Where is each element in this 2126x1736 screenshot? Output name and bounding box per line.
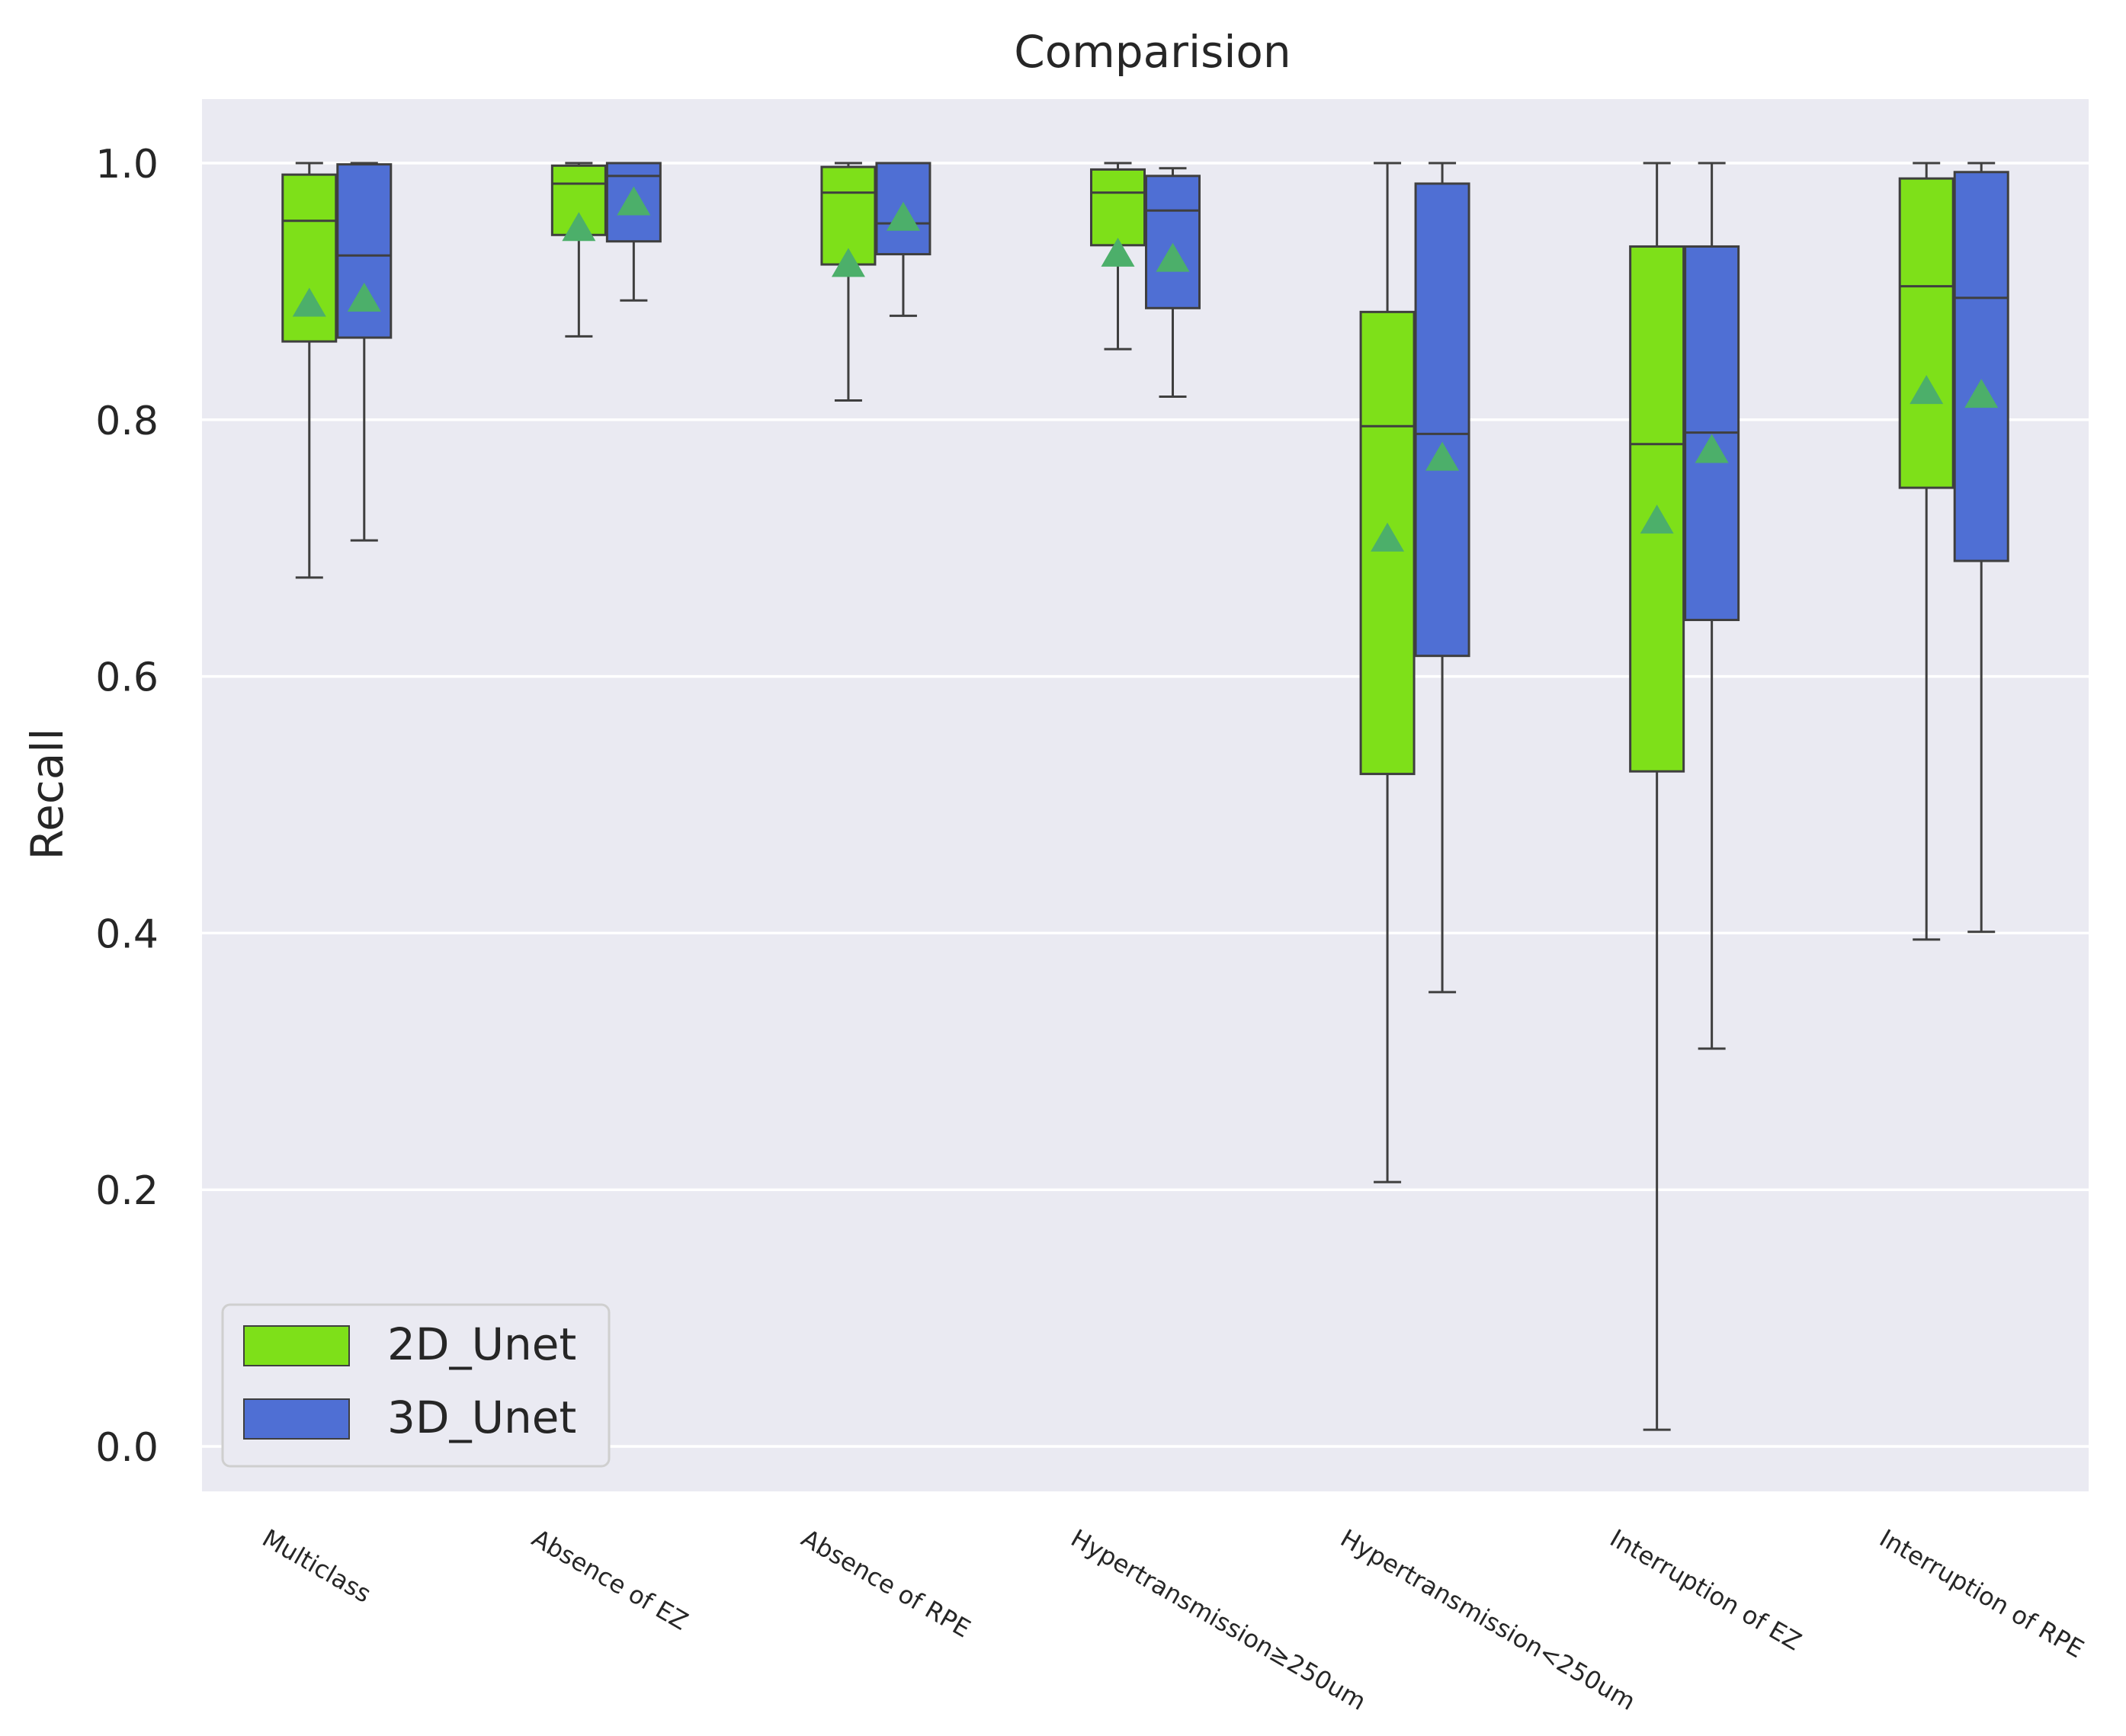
box-3D_Unet xyxy=(1953,171,2009,562)
y-tick-label: 0.8 xyxy=(95,399,159,444)
category-group xyxy=(281,162,393,579)
box-plots xyxy=(281,162,2009,1431)
legend-label: 2D_Unet xyxy=(387,1318,576,1370)
x-tick-label: Multiclass xyxy=(258,1523,377,1609)
y-tick-label: 1.0 xyxy=(95,142,159,187)
category-group xyxy=(1359,162,1470,1183)
y-axis-ticks: 0.0 0.2 0.4 0.6 0.8 1.0 xyxy=(95,142,159,1471)
mean-marker xyxy=(1695,434,1729,463)
mean-marker xyxy=(1101,237,1135,267)
y-axis-label: Recall xyxy=(21,728,73,860)
y-tick-label: 0.0 xyxy=(95,1425,159,1471)
mean-marker xyxy=(1156,242,1190,272)
category-group xyxy=(1898,162,2009,941)
box-3D_Unet xyxy=(1414,182,1470,658)
category-group xyxy=(550,162,662,338)
mean-marker xyxy=(347,282,381,312)
mean-marker xyxy=(886,201,920,231)
mean-marker xyxy=(292,287,326,317)
y-tick-label: 0.6 xyxy=(95,655,159,701)
box-3D_Unet xyxy=(1145,175,1201,309)
x-axis-ticks: Multiclass Absence of EZ Absence of RPE Hyp… xyxy=(258,1523,2089,1716)
box-3D_Unet xyxy=(336,163,393,339)
chart-title: Comparision xyxy=(1014,26,1291,78)
legend-label: 3D_Unet xyxy=(387,1392,576,1443)
mean-marker xyxy=(1425,441,1460,471)
y-tick-label: 0.2 xyxy=(95,1168,159,1214)
legend-swatch xyxy=(243,1325,350,1366)
y-tick-label: 0.4 xyxy=(95,911,159,957)
category-group xyxy=(1090,162,1201,398)
mean-marker xyxy=(617,186,651,216)
plot-area xyxy=(202,99,2089,1491)
box-2D_Unet xyxy=(1898,177,1954,489)
mean-marker xyxy=(562,212,596,242)
legend-swatch xyxy=(243,1398,350,1440)
mean-marker xyxy=(1964,379,1999,408)
x-tick-label: Interruption of EZ xyxy=(1605,1523,1807,1656)
mean-marker xyxy=(831,248,865,277)
category-group xyxy=(1629,162,1740,1431)
x-tick-label: Absence of EZ xyxy=(527,1523,693,1636)
x-tick-label: Hypertransmission≥250um xyxy=(1066,1523,1371,1716)
x-tick-label: Hypertransmission<250um xyxy=(1336,1523,1640,1716)
category-group xyxy=(820,162,932,402)
mean-marker xyxy=(1640,504,1674,534)
mean-marker xyxy=(1910,375,1944,405)
mean-marker xyxy=(1371,522,1405,552)
x-tick-label: Absence of RPE xyxy=(797,1523,976,1643)
box-2D_Unet xyxy=(1090,168,1146,247)
legend: 2D_Unet 3D_Unet xyxy=(221,1303,611,1468)
x-tick-label: Interruption of RPE xyxy=(1874,1523,2089,1664)
